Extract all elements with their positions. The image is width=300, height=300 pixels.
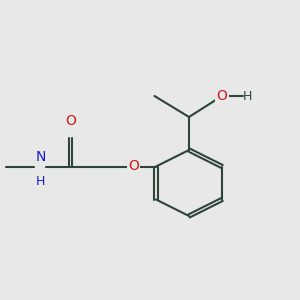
Text: N: N bbox=[35, 150, 46, 164]
Text: H: H bbox=[243, 89, 252, 103]
Text: H: H bbox=[36, 175, 45, 188]
Text: O: O bbox=[65, 114, 76, 128]
Text: O: O bbox=[128, 160, 139, 173]
Text: O: O bbox=[217, 89, 227, 103]
